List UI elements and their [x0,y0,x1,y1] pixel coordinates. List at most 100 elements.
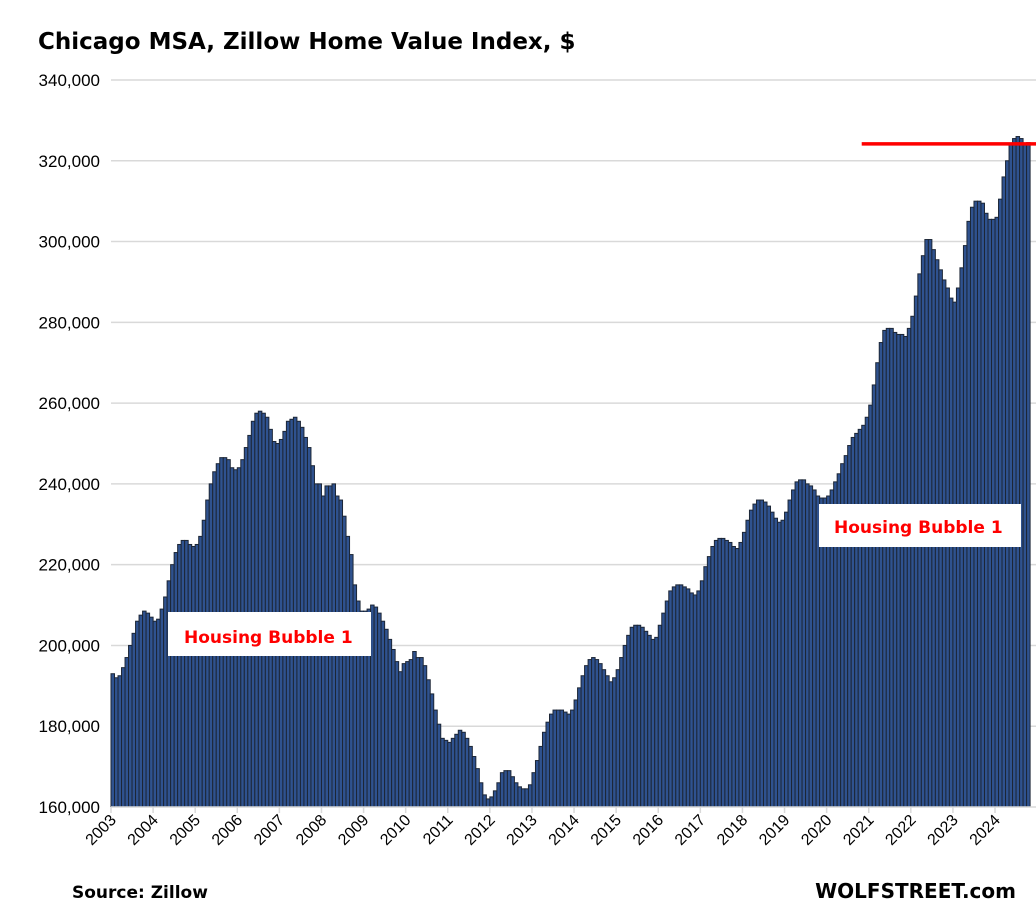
annotation-left-text: Housing Bubble 1 [184,628,353,648]
bar [110,673,116,808]
x-tick-label: 2007 [251,812,288,849]
bar [619,657,624,808]
bar [506,770,512,808]
bar [419,657,424,808]
bar [513,782,519,808]
bar [636,624,642,808]
bar [124,657,130,808]
bar [163,596,168,808]
bar [668,590,673,808]
bar [156,618,161,808]
y-tick-label: 240,000 [39,475,100,494]
bar [910,315,915,808]
x-tick-label: 2006 [209,812,246,849]
bar [903,335,908,808]
bar [720,537,726,808]
bars [110,136,1031,808]
bar [405,661,410,808]
bar [398,671,403,808]
bar [861,424,866,808]
x-tick-label: 2014 [546,812,583,849]
bar [871,384,877,808]
bar [257,410,263,808]
bar [591,657,596,808]
bar [145,612,151,808]
bar [1012,138,1017,808]
bar [854,432,859,808]
bar [184,539,189,808]
bar [454,733,459,808]
bar [945,287,950,808]
x-tick-label: 2020 [798,812,835,849]
y-tick-label: 260,000 [39,394,100,413]
bar [703,566,708,808]
x-tick-label: 2022 [882,812,919,849]
bar [678,584,684,808]
bar [762,501,768,808]
y-tick-label: 180,000 [39,717,100,736]
bar [552,709,558,808]
bar [485,798,491,808]
bar [114,677,119,808]
bar [692,594,698,808]
bar [685,588,691,808]
bar [766,505,772,808]
bar [689,592,694,808]
bar [117,675,123,808]
bar [149,616,154,808]
bar [594,659,600,808]
bar [629,626,635,808]
bar [412,651,417,808]
bar [538,745,543,808]
bar [443,739,449,808]
bar [384,628,389,808]
bar [377,612,382,808]
bar [875,362,880,808]
y-tick-label: 340,000 [39,71,100,90]
bar [524,788,529,808]
bar [615,669,621,808]
bar [138,614,144,808]
x-axis: 2003 2004 2005 2006 2007 2008 2009 2010 2011 2012… [83,806,1036,849]
bar [755,499,761,808]
bar [577,687,582,808]
bar [773,517,779,808]
x-tick-label: 2021 [840,812,877,849]
bar [464,737,470,808]
bar [738,541,743,808]
bar [517,786,522,808]
bar [952,301,957,808]
bar [601,669,607,808]
y-tick-label: 320,000 [39,152,100,171]
bar [671,586,677,808]
bar [1022,144,1028,808]
bar [510,776,515,808]
bar [415,657,421,808]
x-tick-label: 2018 [714,812,751,849]
bar [457,729,463,808]
bar [556,709,561,808]
x-tick-label: 2010 [377,812,414,849]
x-tick-label: 2009 [335,812,372,849]
bar [563,711,568,808]
bar [566,713,572,808]
bar [633,624,638,808]
bar [798,479,803,808]
x-tick-label: 2023 [925,812,962,849]
bar [640,626,645,808]
bar [433,709,438,808]
bar [527,784,533,808]
bar [580,675,586,808]
bar [370,604,375,808]
bar [608,681,614,808]
x-tick-label: 2004 [125,812,162,849]
bar [913,295,919,808]
bar [706,556,712,808]
bar [626,634,631,808]
bar [584,665,589,808]
bar [878,342,884,808]
bar [657,624,663,808]
bar [408,659,414,808]
bar [440,737,445,808]
bar [180,539,186,808]
